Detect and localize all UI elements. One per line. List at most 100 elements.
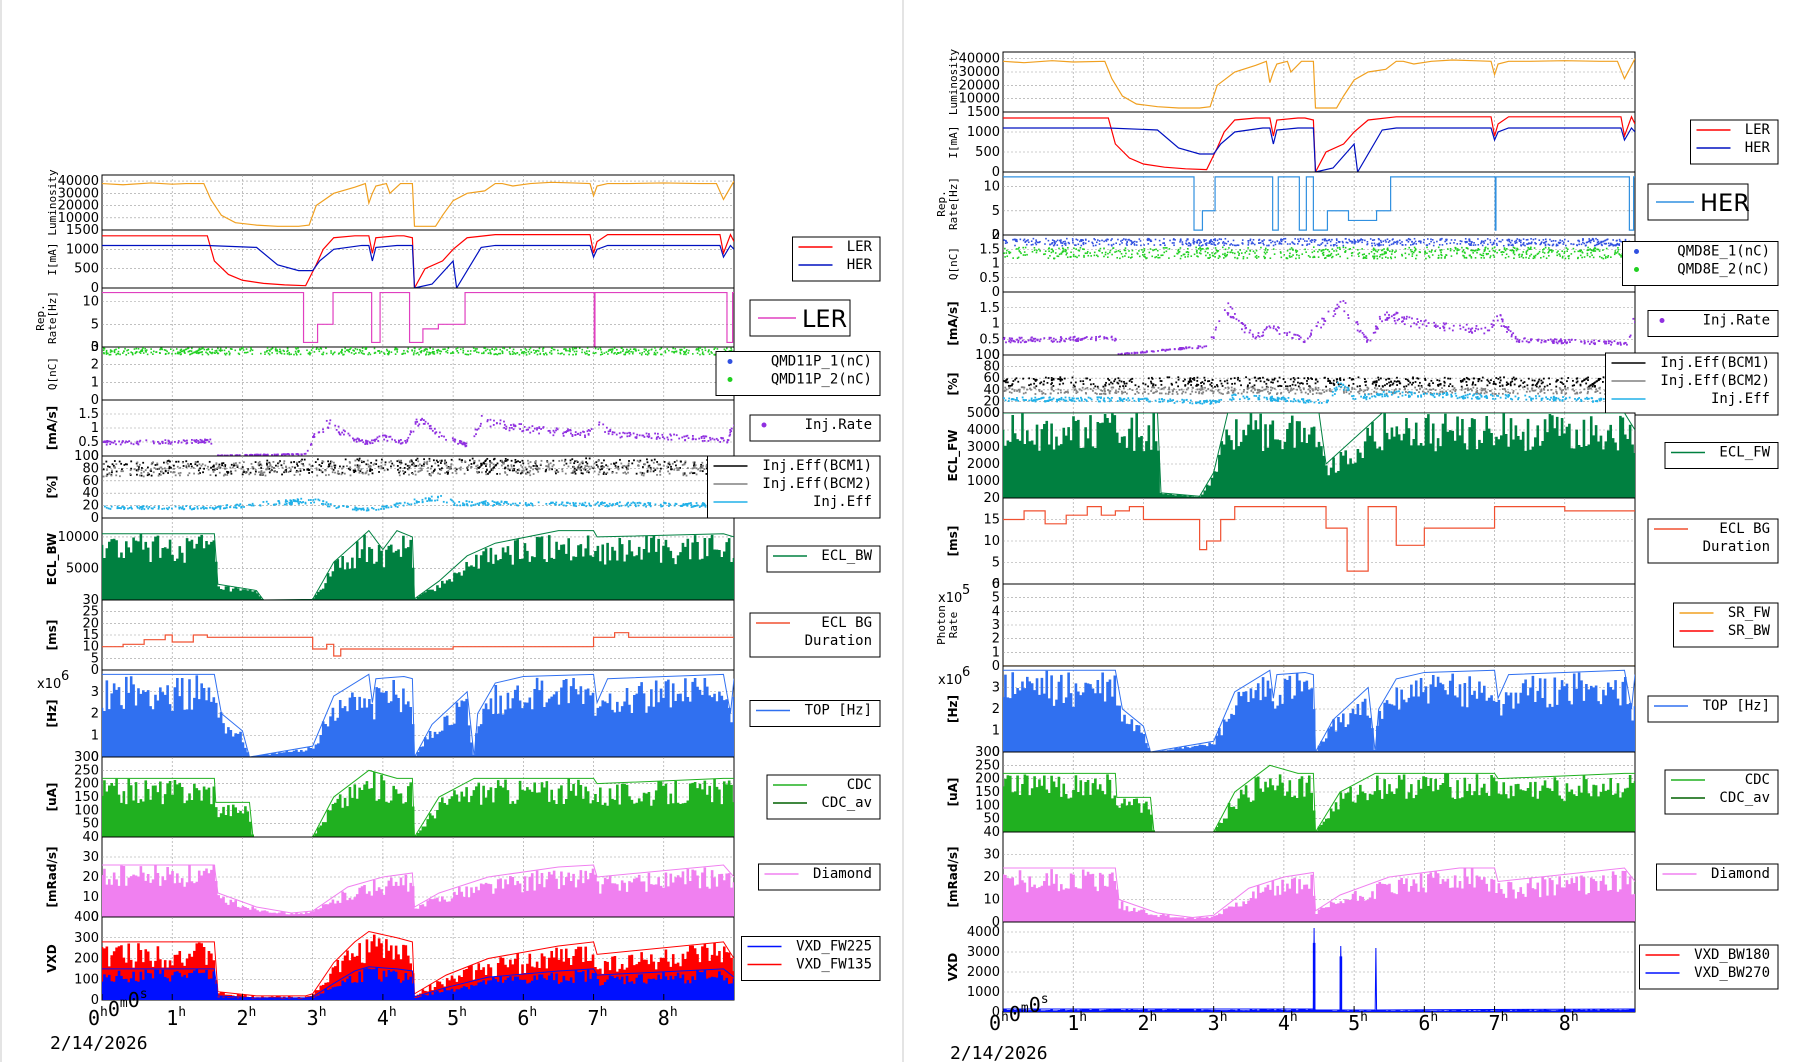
legend-label: VXD_FW225: [796, 939, 872, 955]
series-q2-point: [1221, 246, 1224, 249]
legend-box: [758, 863, 881, 891]
series-q2-point: [308, 351, 311, 354]
series-b2-point: [516, 471, 519, 474]
series-q2-point: [550, 353, 553, 355]
panel-data: [102, 632, 734, 657]
series-q2-point: [713, 348, 715, 351]
series-q2-point: [264, 353, 266, 355]
series-q2-point: [403, 349, 405, 352]
series-q2-point: [1052, 250, 1054, 253]
series-b1-point: [667, 462, 670, 465]
series-q2-point: [1131, 253, 1133, 256]
series-q2-point: [295, 348, 298, 350]
series-b2-point: [265, 468, 268, 471]
series-q2-point: [1283, 254, 1286, 256]
series-q1-point: [1060, 242, 1062, 244]
series-q1-point: [1619, 240, 1621, 242]
series-inj-point: [1518, 341, 1521, 343]
series-q1-point: [1258, 242, 1261, 244]
y-tick-label: 400: [74, 910, 99, 925]
series-q1-point: [1396, 243, 1398, 245]
series-q2-point: [704, 347, 706, 349]
series-q1-point: [1342, 241, 1344, 244]
series-q2-point: [361, 347, 364, 349]
series-q2-point: [378, 352, 381, 354]
series-q1-point: [1544, 241, 1547, 243]
series-q2-point: [187, 350, 190, 353]
series-b1-point: [285, 469, 288, 471]
series-q2-point: [679, 352, 682, 355]
series-q2-point: [565, 348, 567, 351]
series-q2-point: [159, 348, 162, 350]
series-q2-point: [473, 350, 475, 352]
series-q2-point: [1224, 255, 1227, 258]
series-q2-point: [354, 352, 357, 354]
series-inj-point: [335, 428, 338, 431]
series-inj-point: [1003, 336, 1006, 339]
series-b2-point: [207, 465, 209, 468]
series-q2-point: [457, 351, 460, 354]
series-q1-point: [1534, 243, 1537, 245]
series-q2-point: [550, 349, 553, 352]
series-b2-point: [521, 466, 524, 468]
series-b1-point: [398, 461, 401, 464]
series-inj-point: [1566, 341, 1569, 344]
series-b2-point: [529, 474, 532, 477]
series-inj-point: [1230, 316, 1233, 319]
series-q2-point: [1542, 255, 1545, 258]
series-b2-point: [231, 466, 234, 469]
series-q1-point: [1252, 242, 1254, 245]
series-q1-point: [1540, 242, 1542, 245]
series-b2-point: [308, 463, 311, 466]
series-q2-point: [1063, 250, 1065, 252]
series-b1-point: [232, 464, 235, 467]
series-q1-point: [1107, 243, 1110, 246]
series-inj-point: [495, 422, 498, 425]
series-inj-point: [393, 439, 396, 442]
series-q2-point: [1415, 254, 1418, 257]
series-q2-point: [396, 351, 399, 353]
series-inj-point: [397, 441, 400, 444]
series-q2-point: [1510, 249, 1513, 252]
series-b2-point: [581, 460, 584, 463]
series-b1-point: [605, 464, 608, 467]
series-e-point: [545, 502, 548, 505]
series-e-point: [498, 502, 501, 505]
series-inj-point: [328, 422, 331, 425]
series-q2-point: [1617, 251, 1619, 253]
series-e-point: [192, 508, 195, 510]
series-inj-point: [1310, 332, 1312, 335]
series-b2-point: [136, 465, 139, 467]
series-inj-point: [238, 454, 241, 456]
series-q2-point: [1505, 253, 1508, 256]
series-inj-point: [701, 440, 704, 442]
series-e-point: [510, 503, 512, 506]
y-tick-label: 0.5: [78, 435, 99, 450]
series-e-point: [636, 502, 639, 504]
series-inj-point: [1275, 328, 1277, 331]
series-q1-point: [1433, 241, 1435, 244]
series-q2-point: [283, 353, 286, 355]
series-inj-point: [1613, 340, 1616, 343]
series-inj-point: [1364, 335, 1367, 338]
series-e-point: [123, 508, 126, 510]
series-q2-point: [1463, 256, 1466, 259]
series-rep-step: [1003, 176, 1635, 231]
series-q2-point: [1390, 253, 1393, 255]
series-q2-point: [135, 347, 138, 350]
series-q1-point: [1068, 242, 1071, 245]
series-inj-point: [675, 434, 678, 437]
series-b1-point: [196, 460, 199, 463]
series-inj-point: [1496, 315, 1498, 318]
legend: ECL_BW: [766, 545, 881, 573]
series-inj-point: [410, 431, 412, 434]
series-inj-point: [1552, 339, 1555, 342]
series-q2-point: [1518, 253, 1521, 256]
series-inj-point: [1197, 345, 1200, 347]
series-e-point: [285, 499, 287, 502]
series-q2-point: [174, 352, 177, 355]
series-q1-point: [1064, 242, 1067, 245]
series-q1-point: [1185, 240, 1188, 242]
series-e-point: [492, 504, 494, 507]
series-q2-point: [1561, 256, 1564, 259]
